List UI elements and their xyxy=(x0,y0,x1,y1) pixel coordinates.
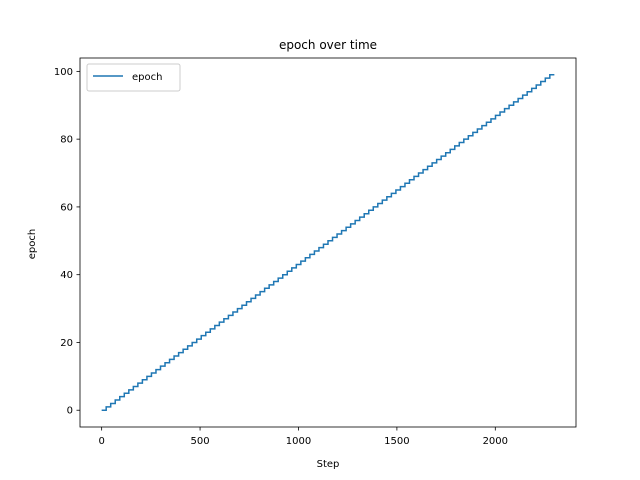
x-tick-label: 1500 xyxy=(384,436,409,447)
series-line-epoch xyxy=(101,74,555,411)
y-tick-label: 80 xyxy=(60,135,73,146)
legend-label-epoch: epoch xyxy=(132,72,162,83)
x-axis-label: Step xyxy=(317,459,340,470)
chart-title: epoch over time xyxy=(279,38,377,52)
y-tick-label: 100 xyxy=(54,67,73,78)
plot-area: 0 500 1000 1500 2000 0 20 40 60 80 100 xyxy=(54,57,577,447)
axes-frame xyxy=(79,57,577,428)
legend: epoch xyxy=(86,63,181,92)
x-tick-label: 2000 xyxy=(483,436,508,447)
x-tick-label: 500 xyxy=(191,436,210,447)
y-tick-label: 0 xyxy=(67,406,73,417)
y-tick-label: 20 xyxy=(60,338,73,349)
x-tick-label: 0 xyxy=(98,436,104,447)
y-tick-label: 60 xyxy=(60,202,73,213)
y-axis-label: epoch xyxy=(27,229,38,259)
legend-box xyxy=(86,63,181,92)
x-tick-label: 1000 xyxy=(286,436,311,447)
y-tick-label: 40 xyxy=(60,270,73,281)
